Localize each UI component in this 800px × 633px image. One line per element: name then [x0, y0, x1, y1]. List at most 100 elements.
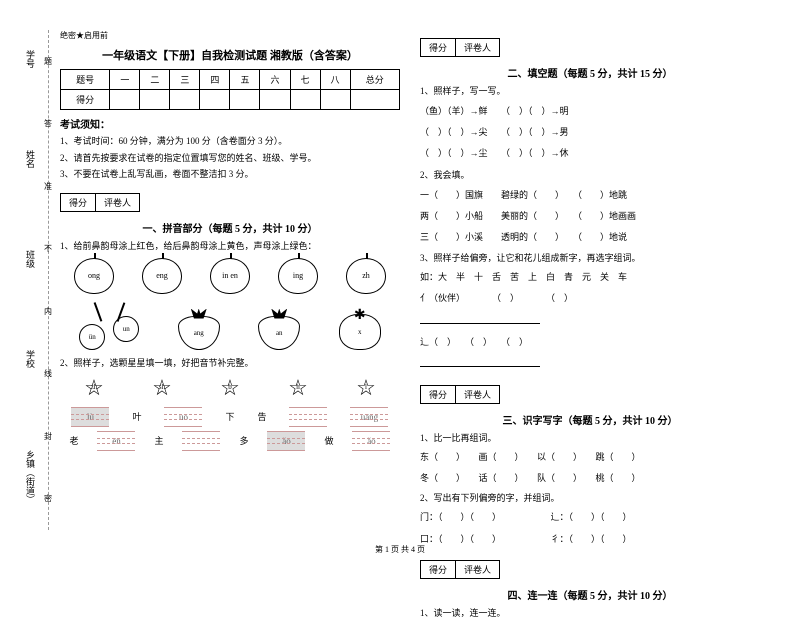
- fruit-row-2: ün un ang an x: [60, 300, 400, 350]
- star-row: ☆zh ☆sh ☆b ☆h ☆l: [60, 373, 400, 403]
- cell: [320, 90, 350, 110]
- fill-line: 门：（ ）（ ） 辶：（ ）（ ）: [420, 509, 760, 525]
- fill-line: （ ）（ ）→尘 （ ）（ ）→休: [420, 145, 760, 161]
- apple-shape: ing: [278, 258, 318, 294]
- fill-line: 冬（ ） 话（ ） 队（ ） 桃（ ）: [420, 470, 760, 486]
- cell: [170, 90, 200, 110]
- pinyin-text: eng: [156, 271, 168, 280]
- page: 绝密★启用前 一年级语文【下册】自我检测试题 湘教版（含答案） 题号 一 二 三…: [0, 0, 800, 633]
- question: 3、照样子给偏旁，让它和花儿组成新字，再选字组词。: [420, 251, 760, 264]
- score-label: 得分: [61, 194, 96, 211]
- cell: [290, 90, 320, 110]
- section-title: 二、填空题（每题 5 分，共计 15 分）: [420, 65, 760, 80]
- pinyin-box: ēn: [97, 431, 135, 451]
- question: 1、给前鼻韵母涂上红色，给后鼻韵母涂上黄色，声母涂上绿色：: [60, 239, 400, 252]
- fill-line: 东（ ） 画（ ） 以（ ） 跳（ ）: [420, 449, 760, 465]
- star-label: h: [296, 383, 300, 391]
- reviewer-label: 评卷人: [96, 194, 139, 211]
- char: 下: [225, 410, 234, 423]
- fruit-row-1: ong eng in en ing zh: [60, 258, 400, 294]
- notice-item: 2、请首先按要求在试卷的指定位置填写您的姓名、班级、学号。: [60, 152, 400, 166]
- carrot-shape: ang: [178, 316, 220, 350]
- marker: 密: [44, 493, 52, 504]
- cell: 四: [200, 70, 230, 90]
- pinyin-box: ǎo: [352, 431, 390, 451]
- question: 1、读一读，连一连。: [420, 606, 760, 619]
- cell: [200, 90, 230, 110]
- char: 老: [69, 434, 78, 447]
- cell: 二: [140, 70, 170, 90]
- cell: [350, 90, 399, 110]
- reviewer-label: 评卷人: [456, 386, 499, 403]
- exam-title: 一年级语文【下册】自我检测试题 湘教版（含答案）: [60, 47, 400, 63]
- notice-title: 考试须知：: [60, 116, 400, 131]
- char: 叶: [132, 410, 141, 423]
- reviewer-label: 评卷人: [456, 561, 499, 578]
- pinyin-box: [182, 431, 220, 451]
- cell: [140, 90, 170, 110]
- fill-line: 亻（伙伴） （ ） （ ）: [420, 290, 760, 306]
- side-label-class: 班级: [24, 250, 37, 310]
- carrot-shape: an: [258, 316, 300, 350]
- star-shape: ☆sh: [147, 373, 177, 403]
- secrecy-mark: 绝密★启用前: [60, 30, 400, 41]
- marker: 不: [44, 243, 52, 254]
- marker: 答: [44, 118, 52, 129]
- score-box: 得分 评卷人: [60, 193, 140, 212]
- left-column: 绝密★启用前 一年级语文【下册】自我检测试题 湘教版（含答案） 题号 一 二 三…: [50, 30, 410, 623]
- cell: 六: [260, 70, 290, 90]
- cherry: un: [113, 316, 139, 342]
- fill-line: 一（ ）国旗 碧绿的（ ） （ ）地跳: [420, 187, 760, 203]
- cell: 一: [110, 70, 140, 90]
- marker: 内: [44, 306, 52, 317]
- cherry-shape: ün un: [79, 300, 139, 350]
- cherry: ün: [79, 324, 105, 350]
- apple-shape: ong: [74, 258, 114, 294]
- char: 告: [257, 410, 266, 423]
- marker: 线: [44, 368, 52, 379]
- notice-item: 1、考试时间：60 分钟，满分为 100 分（含卷面分 3 分）。: [60, 135, 400, 149]
- fill-line: 两（ ）小船 美丽的（ ） （ ）地画画: [420, 208, 760, 224]
- cell: 七: [290, 70, 320, 90]
- marker: 封: [44, 431, 52, 442]
- pinyin-text: ün: [89, 333, 96, 341]
- reviewer-label: 评卷人: [456, 39, 499, 56]
- cell: 八: [320, 70, 350, 90]
- section-title: 四、连一连（每题 5 分，共计 10 分）: [420, 587, 760, 602]
- fill-line: 口：（ ）（ ） 彳：（ ）（ ）: [420, 531, 760, 547]
- cell: [230, 90, 260, 110]
- score-box: 得分 评卷人: [420, 560, 500, 579]
- underline: [420, 312, 540, 324]
- right-column: 得分 评卷人 二、填空题（每题 5 分，共计 15 分） 1、照样子，写一写。 …: [410, 30, 770, 623]
- apple-shape: eng: [142, 258, 182, 294]
- pinyin-text: x: [358, 328, 362, 336]
- star-shape: ☆zh: [79, 373, 109, 403]
- tomato-shape: x: [339, 314, 381, 350]
- score-table: 题号 一 二 三 四 五 六 七 八 总分 得分: [60, 69, 400, 110]
- pinyin-text: zh: [362, 271, 370, 280]
- pinyin-box: ǎo: [267, 431, 305, 451]
- apple-shape: in en: [210, 258, 250, 294]
- score-label: 得分: [421, 39, 456, 56]
- pinyin-text: in en: [222, 271, 238, 280]
- fill-section: （鱼）（羊）→鲜 （ ）（ ）→明 （ ）（ ）→尖 （ ）（ ）→男 （ ）（…: [420, 103, 760, 162]
- pinyin-text: un: [123, 325, 130, 333]
- question: 2、照样子，选颗星星填一填，好把音节补完整。: [60, 356, 400, 369]
- score-box: 得分 评卷人: [420, 385, 500, 404]
- pinyin-text: ong: [88, 271, 100, 280]
- cell: 三: [170, 70, 200, 90]
- cell: [110, 90, 140, 110]
- pinyin-row: 老ēn 主 多ǎo 做ǎo: [60, 431, 400, 451]
- score-box: 得分 评卷人: [420, 38, 500, 57]
- fill-line: （ ）（ ）→尖 （ ）（ ）→男: [420, 124, 760, 140]
- section-title: 三、识字写字（每题 5 分，共计 10 分）: [420, 412, 760, 427]
- seal-markers: 题 答 准 不 内 线 封 密: [38, 30, 58, 530]
- cell: [260, 90, 290, 110]
- side-label-town: 乡镇（街道）: [24, 450, 37, 510]
- star-label: l: [365, 383, 367, 391]
- char: 主: [154, 434, 163, 447]
- table-row: 得分: [61, 90, 400, 110]
- fill-line: [420, 355, 760, 372]
- question: 2、我会填。: [420, 168, 760, 181]
- pinyin-text: ing: [293, 271, 303, 280]
